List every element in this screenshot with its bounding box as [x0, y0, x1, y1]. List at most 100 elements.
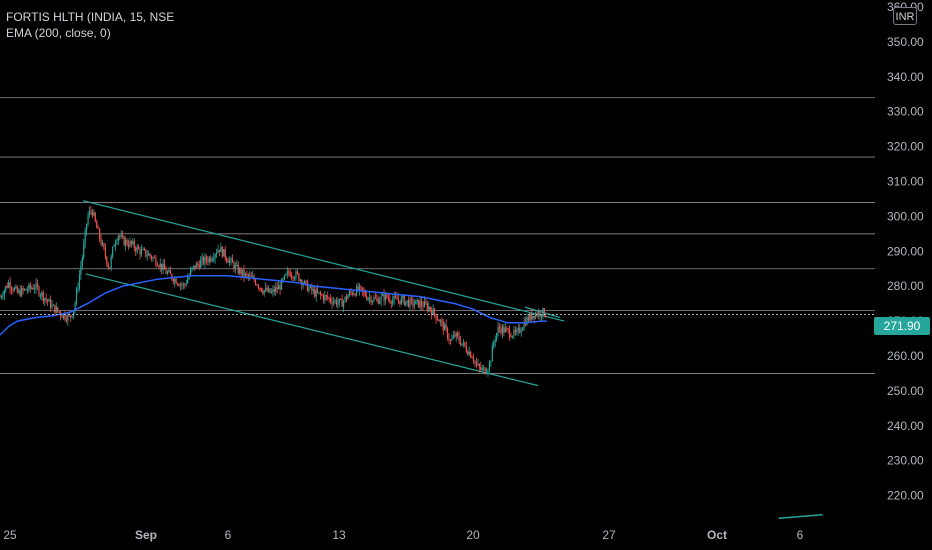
candle-body: [435, 314, 437, 320]
candle-body: [540, 316, 543, 318]
candle-body: [478, 364, 480, 368]
price-axis[interactable]: 360.00350.00340.00330.00320.00310.00300.…: [887, 0, 924, 503]
candle-body: [354, 293, 356, 296]
currency-badge[interactable]: INR: [893, 7, 917, 25]
candle-body: [226, 258, 228, 261]
candle-body: [483, 367, 485, 369]
candle-body: [392, 299, 394, 304]
candle-body: [468, 351, 470, 355]
candle-body: [341, 299, 343, 307]
candle-body: [464, 342, 466, 347]
symbol-label[interactable]: FORTIS HLTH (INDIA, 15, NSE: [6, 10, 175, 24]
candle-body: [189, 270, 192, 276]
candle-body: [6, 286, 8, 288]
candle-body: [381, 294, 384, 297]
candle-body: [12, 289, 14, 291]
candle-body: [426, 303, 428, 310]
indicator-label[interactable]: EMA (200, close, 0): [6, 26, 111, 40]
candle-body: [145, 249, 147, 256]
candle-body: [490, 361, 492, 363]
candle-body: [35, 283, 37, 289]
candle-body: [516, 330, 518, 333]
candle-body: [301, 279, 303, 286]
candle-body: [101, 243, 104, 245]
candle-body: [135, 248, 137, 252]
price-tick-label: 340.00: [887, 70, 924, 84]
candle-body: [423, 301, 426, 307]
candle-body: [31, 287, 33, 289]
candle-body: [88, 210, 91, 215]
candle-body: [163, 264, 166, 270]
candle-body: [312, 289, 314, 291]
candle-body: [384, 293, 387, 301]
candle-body: [240, 268, 242, 275]
candle-body: [298, 273, 300, 281]
time-tick-label: 6: [225, 528, 232, 542]
candle-body: [539, 311, 541, 317]
candle-body: [75, 289, 78, 304]
candle-body: [376, 298, 378, 300]
candle-body: [129, 241, 131, 247]
candle-body: [344, 296, 346, 302]
candle-body: [266, 287, 268, 292]
candle-body: [379, 300, 381, 304]
candle-body: [205, 256, 208, 261]
candle-body: [493, 342, 495, 347]
candle-body: [405, 301, 407, 305]
candle-body: [65, 319, 68, 321]
candle-body: [445, 324, 447, 329]
candle-body: [130, 241, 132, 244]
candle-body: [218, 249, 221, 252]
candle-body: [117, 235, 119, 241]
candle-body: [462, 342, 465, 344]
candle-body: [299, 279, 301, 281]
candle-body: [296, 271, 299, 274]
candle-body: [520, 330, 522, 333]
candle-body: [142, 249, 144, 251]
candle-body: [3, 290, 5, 296]
candle-body: [109, 267, 111, 269]
candle-body: [182, 284, 184, 286]
candle-body: [309, 285, 312, 288]
candles: [0, 205, 547, 377]
candle-body: [328, 298, 330, 300]
candle-body: [97, 228, 99, 230]
candle-body: [273, 289, 275, 293]
candle-body: [55, 307, 57, 313]
candle-body: [58, 311, 60, 313]
candle-body: [322, 295, 324, 300]
candle-body: [509, 329, 511, 337]
candle-body: [335, 300, 337, 305]
candle-body: [71, 316, 73, 318]
candle-body: [367, 298, 369, 300]
candle-body: [444, 324, 446, 331]
candle-body: [236, 264, 238, 266]
candle-body: [286, 271, 288, 275]
candle-body: [327, 295, 329, 299]
time-tick-label: 13: [332, 528, 346, 542]
candle-body: [228, 260, 231, 263]
candle-body: [201, 257, 203, 261]
candle-body: [262, 291, 264, 294]
candle-body: [532, 315, 534, 320]
candle-body: [431, 310, 433, 316]
candle-body: [80, 266, 82, 276]
time-axis[interactable]: 25 Sep 6 13 20 27 Oct 6: [3, 528, 803, 542]
candle-body: [32, 287, 34, 290]
candle-body: [38, 286, 40, 296]
candle-body: [202, 257, 205, 264]
candle-body: [159, 263, 161, 268]
candle-body: [418, 299, 420, 308]
candle-body: [90, 210, 92, 212]
candle-body: [86, 223, 88, 231]
candle-body: [94, 212, 96, 222]
candle-body: [439, 320, 441, 322]
candle-body: [220, 247, 222, 252]
candle-body: [393, 296, 395, 300]
candle-body: [132, 241, 134, 244]
candle-body: [448, 337, 450, 341]
candle-body: [377, 298, 379, 304]
candle-body: [337, 302, 339, 305]
candle-body: [348, 291, 350, 296]
